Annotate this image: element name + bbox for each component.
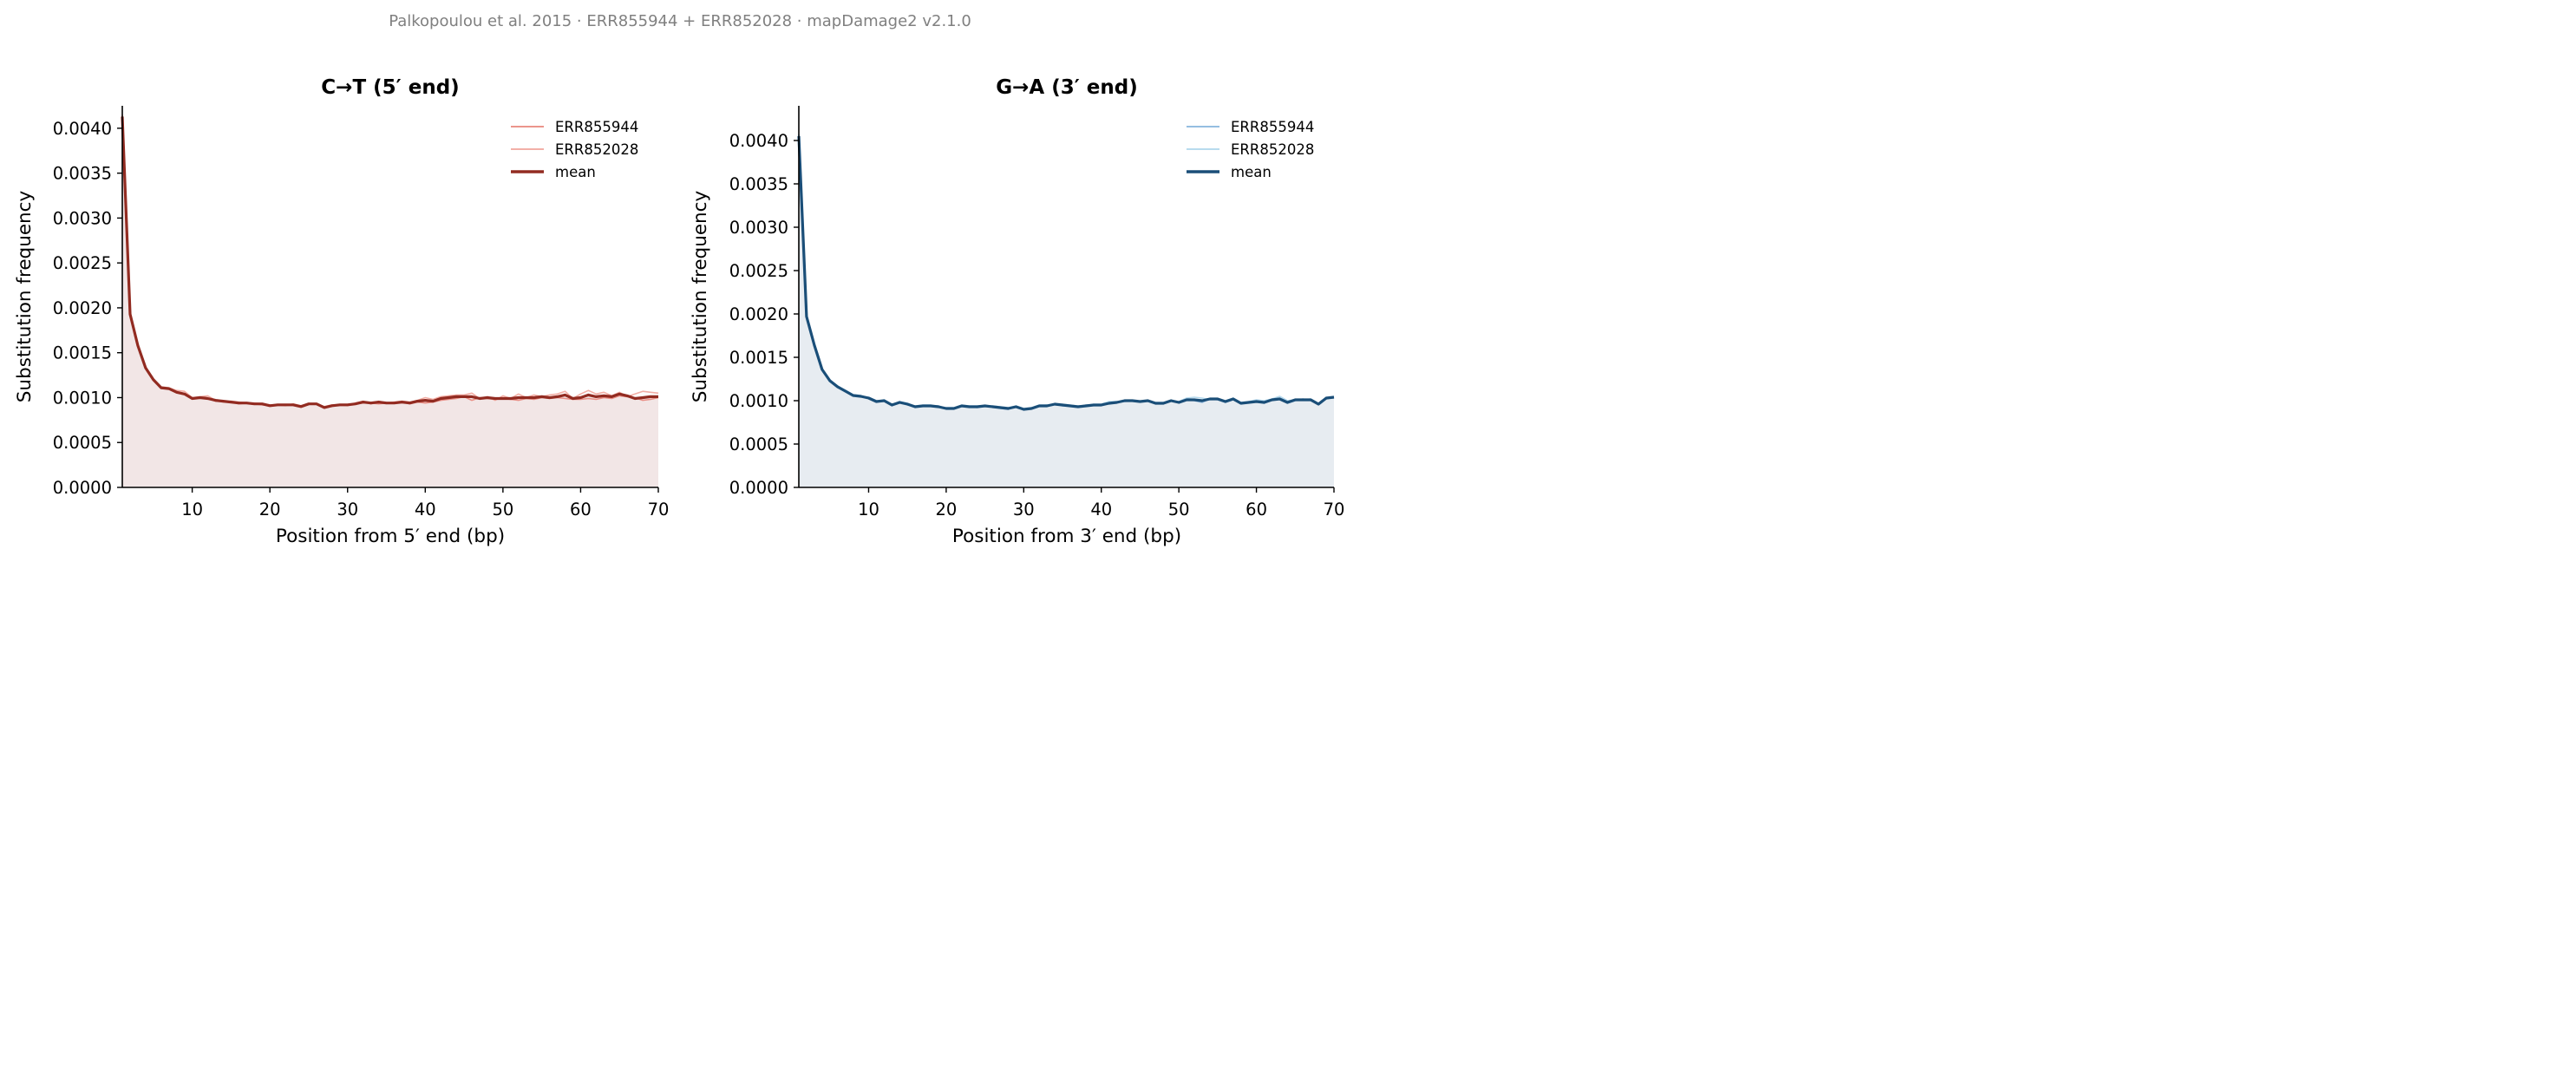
y-axis-label: Substitution frequency <box>14 191 36 403</box>
panel-title: G→A (3′ end) <box>996 76 1138 99</box>
legend-entry: mean <box>1231 164 1272 180</box>
y-axis-label: Substitution frequency <box>690 191 711 403</box>
y-tick-label: 0.0010 <box>729 391 788 411</box>
y-tick-label: 0.0015 <box>729 348 788 368</box>
y-tick-label: 0.0035 <box>729 174 788 194</box>
x-tick-label: 70 <box>648 500 670 519</box>
y-tick-label: 0.0000 <box>53 478 112 498</box>
series-line-err852028 <box>121 117 659 408</box>
panel-c-to-t: C→T (5′ end) Position from 5′ end (bp) S… <box>14 76 669 547</box>
y-tick-label: 0.0020 <box>729 304 788 324</box>
y-tick-label: 0.0040 <box>53 119 112 139</box>
y-tick-label: 0.0025 <box>729 261 788 281</box>
x-tick-label: 70 <box>1324 500 1345 519</box>
y-tick-label: 0.0030 <box>53 208 112 228</box>
y-tick-label: 0.0040 <box>729 131 788 151</box>
x-tick-label: 20 <box>935 500 957 519</box>
x-tick-label: 60 <box>1246 500 1267 519</box>
x-tick-label: 50 <box>1168 500 1190 519</box>
x-tick-label: 30 <box>337 500 358 519</box>
y-tick-label: 0.0035 <box>53 164 112 184</box>
y-tick-label: 0.0015 <box>53 343 112 363</box>
legend-entry: ERR855944 <box>1231 119 1314 135</box>
x-tick-label: 10 <box>181 500 203 519</box>
x-tick-label: 40 <box>415 500 436 519</box>
mean-area-fill <box>122 116 658 487</box>
y-tick-label: 0.0000 <box>729 478 788 498</box>
legend-entry: ERR855944 <box>555 119 638 135</box>
y-tick-label: 0.0010 <box>53 388 112 408</box>
series-line-mean <box>121 116 658 409</box>
y-tick-label: 0.0005 <box>729 434 788 454</box>
y-tick-label: 0.0020 <box>53 298 112 318</box>
x-tick-label: 30 <box>1013 500 1035 519</box>
x-tick-label: 10 <box>858 500 879 519</box>
figure: Palkopoulou et al. 2015 · ERR855944 + ER… <box>14 12 1344 547</box>
series-line-err855944 <box>121 114 659 408</box>
legend-entry: ERR852028 <box>555 141 638 158</box>
mean-area-fill <box>799 136 1334 487</box>
figure-suptitle: Palkopoulou et al. 2015 · ERR855944 + ER… <box>389 12 971 30</box>
legend-entry: ERR852028 <box>1231 141 1314 158</box>
x-tick-label: 20 <box>259 500 281 519</box>
panel-title: C→T (5′ end) <box>321 76 459 99</box>
x-axis-label: Position from 5′ end (bp) <box>276 526 505 547</box>
x-tick-label: 60 <box>570 500 592 519</box>
legend-entry: mean <box>555 164 596 180</box>
x-tick-label: 40 <box>1090 500 1112 519</box>
y-tick-label: 0.0005 <box>53 433 112 453</box>
y-tick-label: 0.0030 <box>729 218 788 238</box>
x-axis-label: Position from 3′ end (bp) <box>952 526 1181 547</box>
x-tick-label: 50 <box>492 500 513 519</box>
y-tick-label: 0.0025 <box>53 253 112 273</box>
panel-g-to-a: G→A (3′ end) Position from 3′ end (bp) S… <box>690 76 1344 547</box>
series-line-mean <box>797 135 1335 411</box>
